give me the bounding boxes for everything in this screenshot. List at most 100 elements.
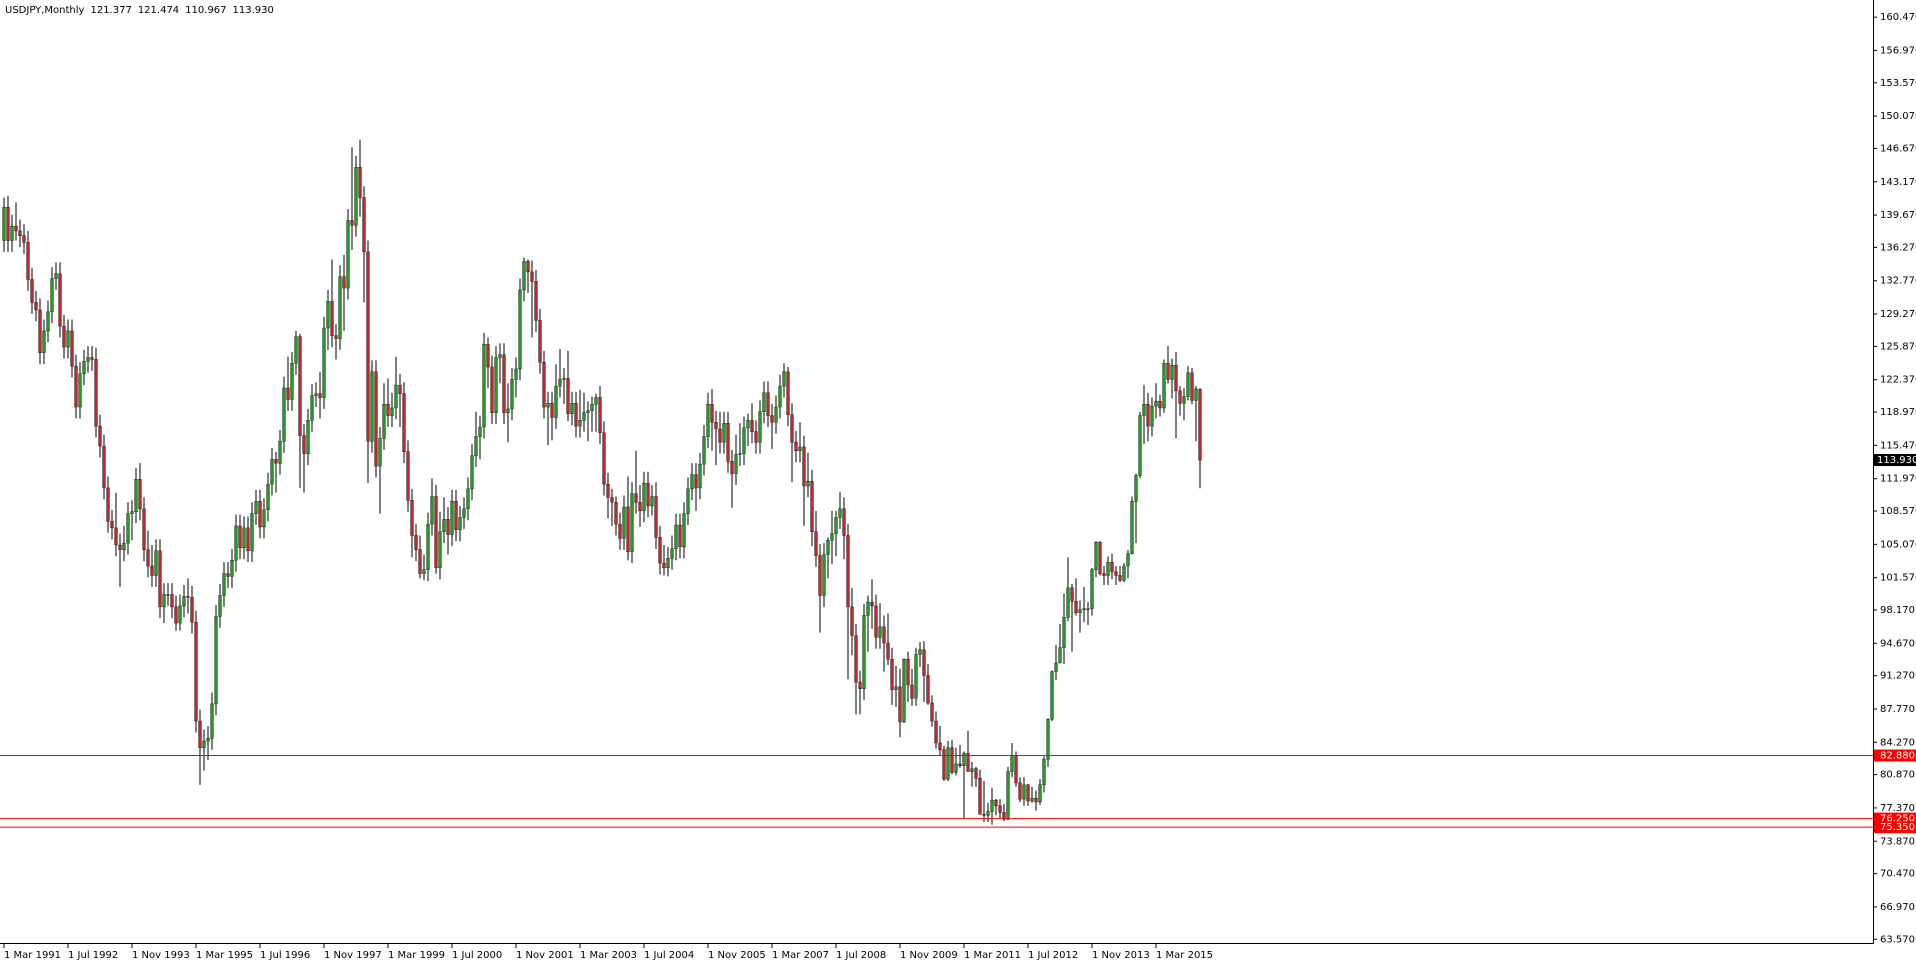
y-tick-label: 111.970 — [1880, 474, 1916, 485]
candle-body — [390, 407, 394, 416]
y-tick-label: 108.570 — [1880, 506, 1916, 517]
candle-body — [914, 654, 918, 699]
candle-body — [606, 483, 610, 498]
candle-body — [22, 235, 26, 243]
x-tick-label: 1 Nov 2013 — [1092, 950, 1150, 961]
candle-body — [1142, 403, 1146, 416]
candle-body — [454, 501, 458, 530]
candle-body — [410, 500, 414, 536]
candle-body — [686, 488, 690, 514]
candle-body — [1102, 573, 1106, 576]
candle-body — [374, 371, 378, 467]
candle-body — [14, 226, 18, 232]
candle-body — [1138, 415, 1142, 476]
candle-body — [386, 403, 390, 416]
candle-body — [34, 302, 38, 311]
candle-body — [590, 403, 594, 412]
candle-body — [1038, 784, 1042, 803]
candle-body — [302, 435, 306, 454]
candle-body — [162, 594, 166, 608]
candle-body — [246, 527, 250, 551]
candle-body — [1046, 718, 1050, 760]
x-tick-label: 1 Jul 1992 — [68, 950, 118, 961]
candle-body — [362, 197, 366, 253]
candle-body — [214, 616, 218, 705]
x-tick-label: 1 Nov 2009 — [900, 950, 958, 961]
candle-body — [462, 508, 466, 518]
candle-body — [1154, 401, 1158, 407]
candle-body — [242, 527, 246, 549]
candle-body — [1178, 390, 1182, 404]
candle-body — [266, 483, 270, 511]
candle-body — [62, 325, 66, 348]
candle-body — [550, 403, 554, 418]
candle-body — [534, 281, 538, 321]
candle-body — [258, 501, 262, 528]
y-tick-label: 73.870 — [1880, 836, 1915, 847]
candle-body — [1070, 587, 1074, 602]
candle-body — [694, 474, 698, 489]
candle-body — [842, 508, 846, 536]
candle-body — [414, 535, 418, 550]
x-tick-label: 1 Mar 2007 — [772, 950, 829, 961]
candle-body — [862, 615, 866, 689]
candle-body — [1010, 755, 1014, 772]
candle-body — [522, 261, 526, 291]
y-tick-label: 125.870 — [1880, 341, 1916, 352]
candle-body — [594, 397, 598, 405]
candle-body — [902, 659, 906, 723]
candle-body — [1158, 401, 1162, 409]
candle-body — [478, 426, 482, 437]
candle-body — [770, 415, 774, 423]
y-tick-label: 66.970 — [1880, 902, 1915, 913]
x-tick-label: 1 Nov 1997 — [324, 950, 382, 961]
candle-body — [74, 365, 78, 408]
candle-body — [886, 642, 890, 660]
candle-body — [346, 220, 350, 289]
candle-body — [1030, 797, 1034, 802]
candle-body — [966, 753, 970, 772]
candle-body — [1094, 541, 1098, 570]
level-label: 76.250 — [1880, 814, 1915, 825]
candle-body — [658, 537, 662, 564]
candle-body — [878, 626, 882, 638]
x-tick-label: 1 Jul 2004 — [644, 950, 694, 961]
candle-body — [1126, 553, 1130, 567]
candle-body — [1022, 784, 1026, 800]
level-label: 82.880 — [1880, 751, 1915, 762]
candle-body — [358, 167, 362, 198]
candle-body — [1042, 758, 1046, 786]
y-tick-label: 139.670 — [1880, 210, 1916, 221]
candle-body — [1098, 541, 1102, 574]
candle-body — [702, 436, 706, 465]
candle-body — [370, 371, 374, 442]
candle-body — [158, 550, 162, 608]
candle-body — [858, 681, 862, 689]
candle-body — [1130, 501, 1134, 554]
candle-body — [234, 525, 238, 561]
candle-body — [1170, 364, 1174, 380]
candle-body — [1146, 403, 1150, 427]
candle-body — [1174, 364, 1178, 392]
candle-body — [786, 371, 790, 415]
candle-body — [626, 506, 630, 552]
candle-body — [54, 273, 58, 279]
candle-body — [818, 555, 822, 596]
candle-body — [854, 635, 858, 683]
candle-body — [1054, 662, 1058, 672]
candle-body — [798, 446, 802, 452]
candle-body — [1034, 797, 1038, 803]
candle-body — [130, 511, 134, 514]
candle-body — [254, 501, 258, 514]
x-tick-label: 1 Mar 1999 — [388, 950, 445, 961]
candle-body — [434, 496, 438, 569]
candle-body — [102, 445, 106, 489]
y-tick-label: 136.270 — [1880, 242, 1916, 253]
y-tick-label: 118.970 — [1880, 407, 1916, 418]
candle-body — [1026, 784, 1030, 802]
y-tick-label: 146.670 — [1880, 143, 1916, 154]
candle-body — [970, 768, 974, 772]
candle-body — [10, 226, 14, 241]
